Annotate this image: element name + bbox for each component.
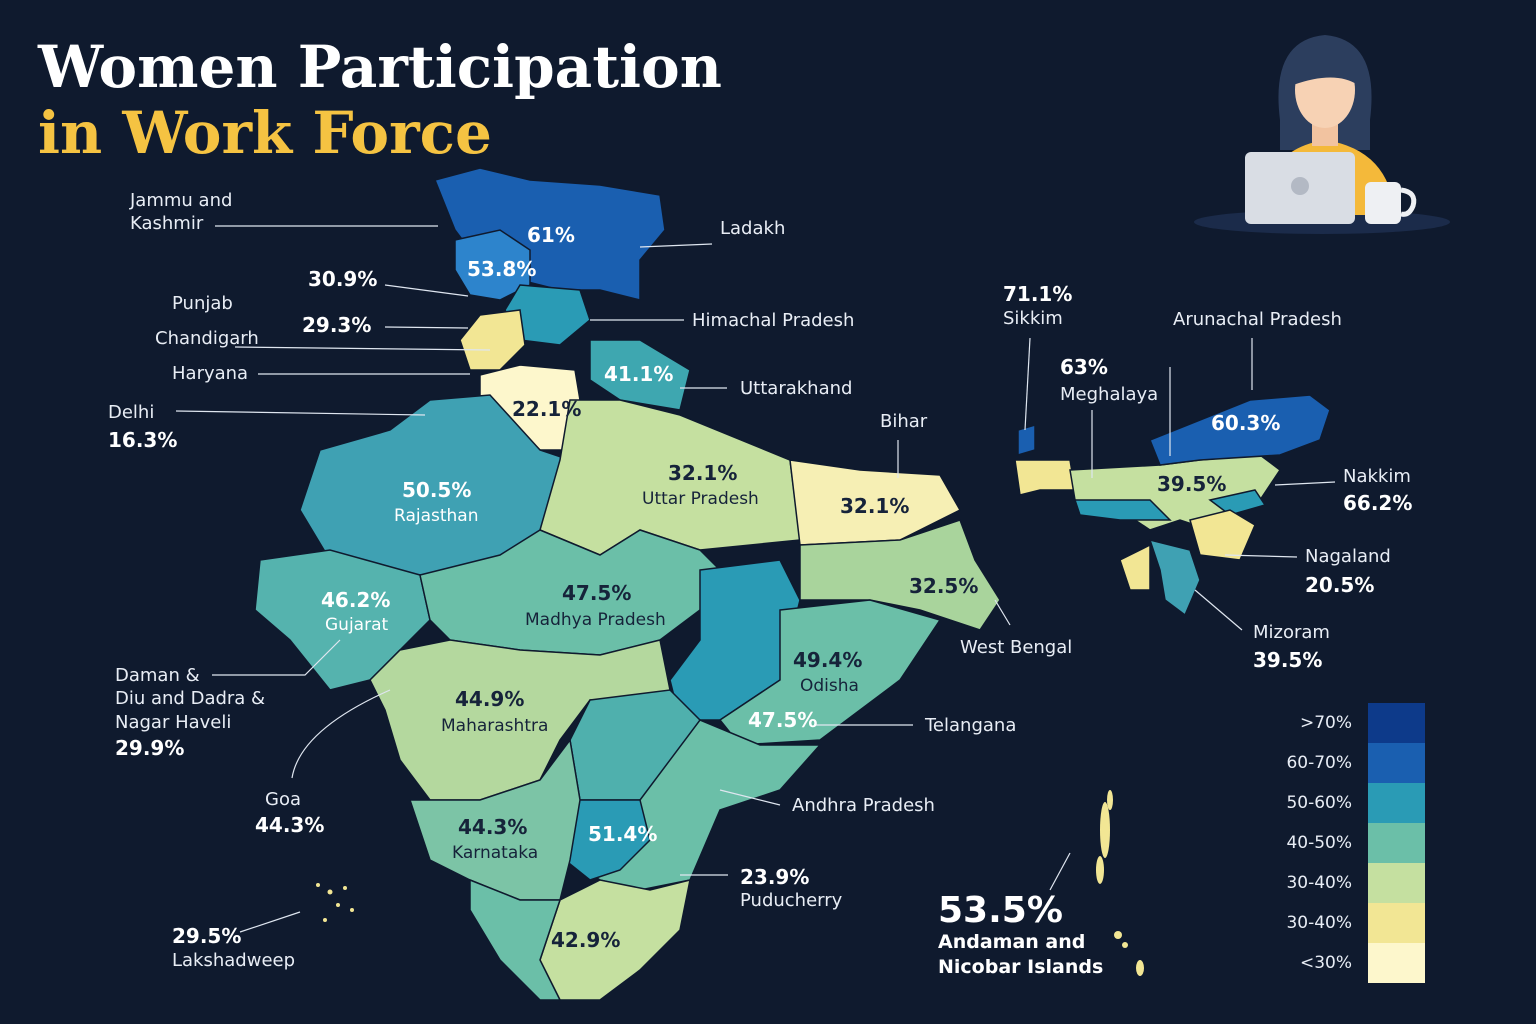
region-value: 46.2%: [321, 588, 391, 612]
state-value: 29.5%: [172, 924, 242, 948]
region-name: Maharashtra: [441, 716, 549, 736]
region-value: 61%: [527, 223, 575, 247]
state-value: 30.9%: [308, 267, 378, 291]
region-name: Odisha: [800, 676, 859, 696]
state-value: 44.3%: [255, 813, 325, 837]
state-name: Meghalaya: [1060, 384, 1159, 405]
legend-swatch: [1368, 863, 1425, 903]
legend-swatch: [1368, 943, 1425, 983]
state-name: Punjab: [172, 293, 233, 314]
state-name: West Bengal: [960, 637, 1073, 658]
legend-label: >70%: [1299, 713, 1352, 733]
region-value: 53.8%: [467, 257, 537, 281]
state-value: 23.9%: [740, 865, 810, 889]
leader-lines: [175, 225, 1336, 933]
legend-swatch: [1368, 823, 1425, 863]
state-name: Uttarakhand: [740, 378, 853, 399]
state-name: Himachal Pradesh: [692, 310, 855, 331]
legend-label: <30%: [1299, 953, 1352, 973]
state-name: Bihar: [880, 411, 928, 432]
legend-swatch: [1368, 703, 1425, 743]
legend-label: 50-60%: [1286, 793, 1352, 813]
state-name: Sikkim: [1003, 308, 1063, 329]
illustration: [1194, 35, 1450, 234]
legend-label: 30-40%: [1286, 873, 1352, 893]
region-value: 44.9%: [455, 687, 525, 711]
title-line-2: in Work Force: [38, 99, 492, 167]
map-regions: [254, 167, 1001, 1001]
state-value: 29.3%: [302, 313, 372, 337]
state-name: Telangana: [925, 715, 1017, 736]
region-value: 50.5%: [402, 478, 472, 502]
region-name: Rajasthan: [394, 506, 479, 526]
region-value: 32.5%: [909, 574, 979, 598]
region-name: Madhya Pradesh: [525, 610, 666, 630]
state-value: 71.1%: [1003, 282, 1073, 306]
state-value: 63%: [1060, 355, 1108, 379]
region-value: 60.3%: [1211, 411, 1281, 435]
state-name: Daman & Diu and Dadra & Nagar Haveli: [115, 665, 266, 733]
region-value: 32.1%: [668, 461, 738, 485]
state-value: 16.3%: [108, 428, 178, 452]
region-name: Karnataka: [452, 843, 539, 863]
region-value: 44.3%: [458, 815, 528, 839]
state-name: Andhra Pradesh: [792, 795, 935, 816]
north-east-regions: [1014, 394, 1331, 617]
state-name: Nagaland: [1305, 546, 1391, 567]
state-name: Lakshadweep: [172, 950, 296, 971]
state-name: Arunachal Pradesh: [1173, 309, 1342, 330]
legend-swatch: [1368, 903, 1425, 943]
state-value: 66.2%: [1343, 491, 1413, 515]
legend-label: 60-70%: [1286, 753, 1352, 773]
state-name: Jammu and Kashmir: [130, 190, 233, 235]
state-value: 39.5%: [1253, 648, 1323, 672]
region-value: 42.9%: [551, 928, 621, 952]
legend: [1368, 703, 1425, 983]
region-value: 51.4%: [588, 822, 658, 846]
state-name: Nakkim: [1343, 466, 1411, 487]
state-name: Mizoram: [1253, 622, 1330, 643]
state-name: Ladakh: [720, 218, 786, 239]
region-name: Gujarat: [325, 615, 389, 635]
state-name: Chandigarh: [155, 328, 259, 349]
region-value: 47.5%: [562, 581, 632, 605]
islands: [316, 790, 1144, 976]
state-value: 29.9%: [115, 736, 185, 760]
region-value: 39.5%: [1157, 472, 1227, 496]
state-name: Goa: [265, 789, 301, 810]
legend-swatch: [1368, 783, 1425, 823]
state-name: Delhi: [108, 402, 155, 423]
state-value: 20.5%: [1305, 573, 1375, 597]
region-value: 22.1%: [512, 397, 582, 421]
region-name: Uttar Pradesh: [642, 489, 759, 509]
region-value: 49.4%: [793, 648, 863, 672]
legend-swatch: [1368, 743, 1425, 783]
title-line-1: Women Participation: [38, 33, 722, 101]
state-name: Puducherry: [740, 890, 843, 911]
region-value: 32.1%: [840, 494, 910, 518]
state-value: 53.5%: [938, 890, 1063, 931]
legend-label: 30-40%: [1286, 913, 1352, 933]
state-name: Haryana: [172, 363, 249, 384]
region-value: 41.1%: [604, 362, 674, 386]
state-name: Andaman and Nicobar Islands: [938, 931, 1104, 978]
region-value: 47.5%: [748, 708, 818, 732]
legend-label: 40-50%: [1286, 833, 1352, 853]
